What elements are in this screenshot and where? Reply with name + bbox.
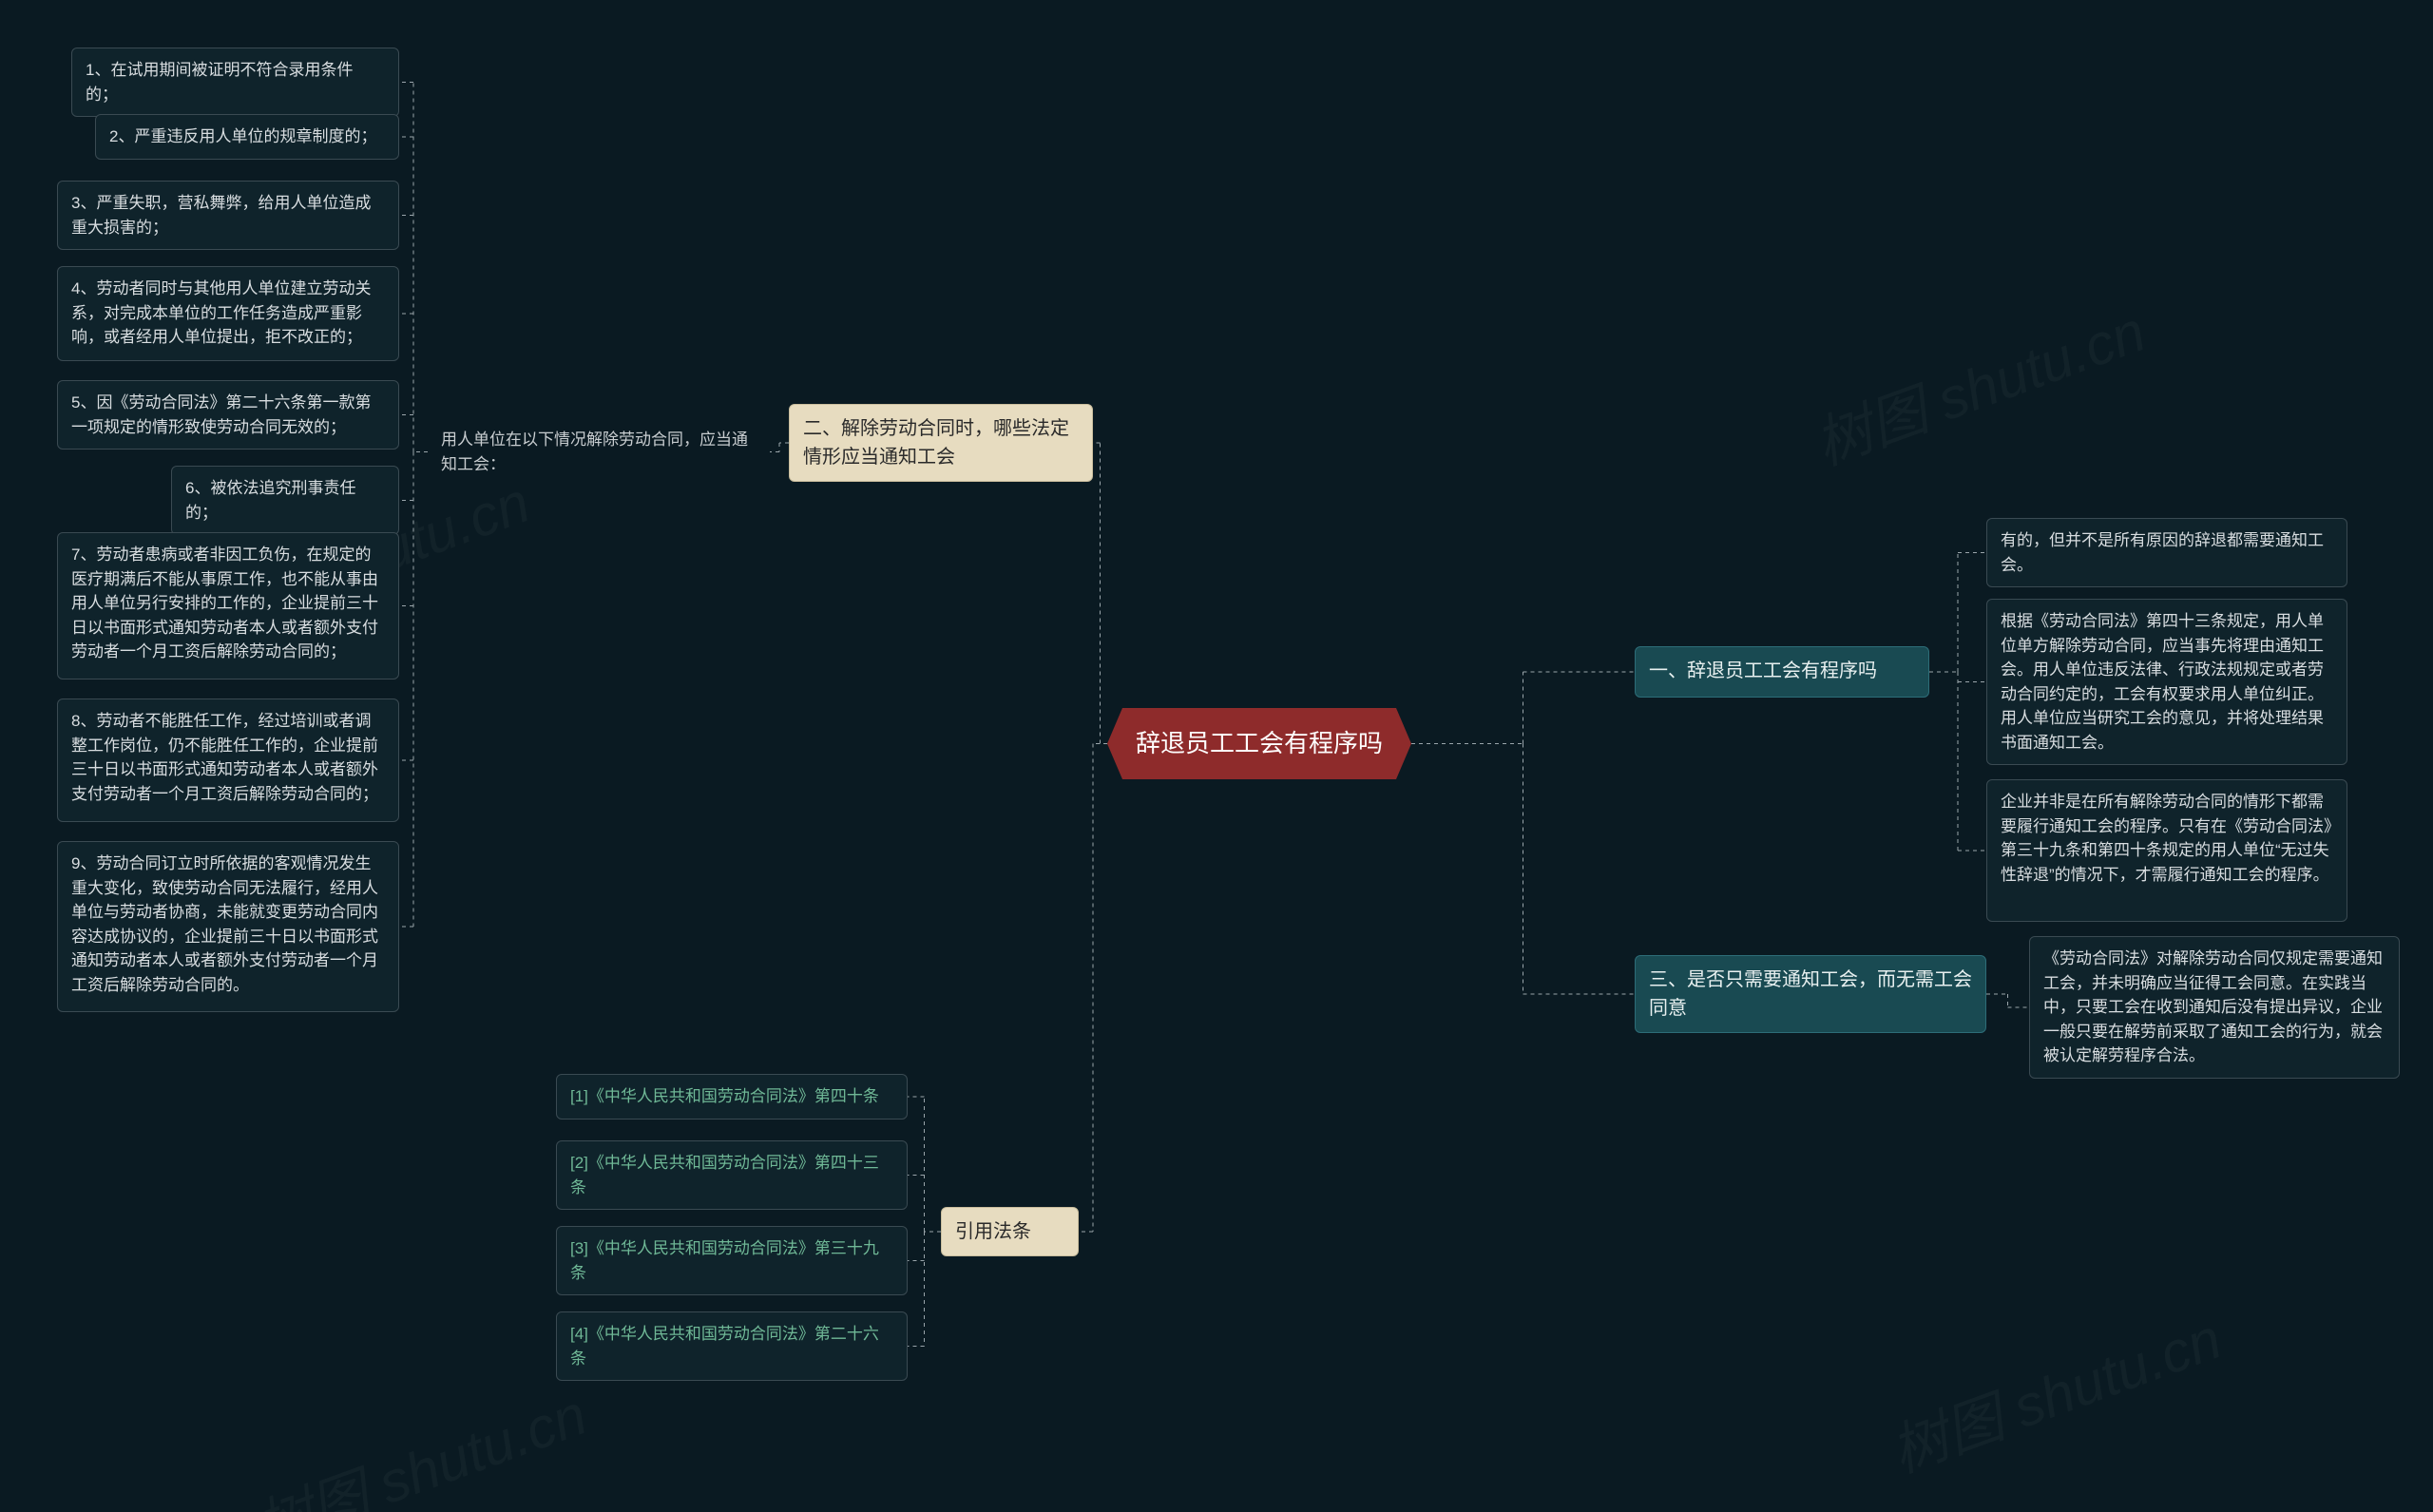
node-b2_l9[interactable]: 9、劳动合同订立时所依据的客观情况发生重大变化，致使劳动合同无法履行，经用人单位… [57,841,399,1012]
watermark: 树图 shutu.cn [243,1368,596,1512]
watermark: 树图 shutu.cn [1802,285,2155,481]
node-b2_l1[interactable]: 1、在试用期间被证明不符合录用条件的； [71,48,399,117]
node-b2_l4[interactable]: 4、劳动者同时与其他用人单位建立劳动关系，对完成本单位的工作任务造成严重影响，或… [57,266,399,361]
node-b4_l1[interactable]: [1]《中华人民共和国劳动合同法》第四十条 [556,1074,908,1120]
node-b2_l7[interactable]: 7、劳动者患病或者非因工负伤，在规定的医疗期满后不能从事原工作，也不能从事由用人… [57,532,399,679]
node-b2_l6[interactable]: 6、被依法追究刑事责任的； [171,466,399,535]
node-b2_l8[interactable]: 8、劳动者不能胜任工作，经过培训或者调整工作岗位，仍不能胜任工作的，企业提前三十… [57,699,399,822]
node-b1_l2[interactable]: 根据《劳动合同法》第四十三条规定，用人单位单方解除劳动合同，应当事先将理由通知工… [1986,599,2347,765]
node-b2_l5[interactable]: 5、因《劳动合同法》第二十六条第一款第一项规定的情形致使劳动合同无效的； [57,380,399,450]
node-b2_l2[interactable]: 2、严重违反用人单位的规章制度的； [95,114,399,160]
node-b3[interactable]: 三、是否只需要通知工会，而无需工会同意 [1635,955,1986,1033]
node-b1_l1[interactable]: 有的，但并不是所有原因的辞退都需要通知工会。 [1986,518,2347,587]
node-root[interactable]: 辞退员工工会有程序吗 [1107,708,1411,779]
node-b4[interactable]: 引用法条 [941,1207,1079,1256]
node-b1[interactable]: 一、辞退员工工会有程序吗 [1635,646,1929,698]
watermark: 树图 shutu.cn [1878,1292,2231,1488]
node-b2_note[interactable]: 用人单位在以下情况解除劳动合同，应当通知工会： [428,418,770,486]
node-b2_l3[interactable]: 3、严重失职，营私舞弊，给用人单位造成重大损害的； [57,181,399,250]
node-b4_l3[interactable]: [3]《中华人民共和国劳动合同法》第三十九条 [556,1226,908,1295]
node-b4_l4[interactable]: [4]《中华人民共和国劳动合同法》第二十六条 [556,1311,908,1381]
node-b4_l2[interactable]: [2]《中华人民共和国劳动合同法》第四十三条 [556,1140,908,1210]
node-b2[interactable]: 二、解除劳动合同时，哪些法定情形应当通知工会 [789,404,1093,482]
node-b1_l3[interactable]: 企业并非是在所有解除劳动合同的情形下都需要履行通知工会的程序。只有在《劳动合同法… [1986,779,2347,922]
node-b3_l1[interactable]: 《劳动合同法》对解除劳动合同仅规定需要通知工会，并未明确应当征得工会同意。在实践… [2029,936,2400,1079]
